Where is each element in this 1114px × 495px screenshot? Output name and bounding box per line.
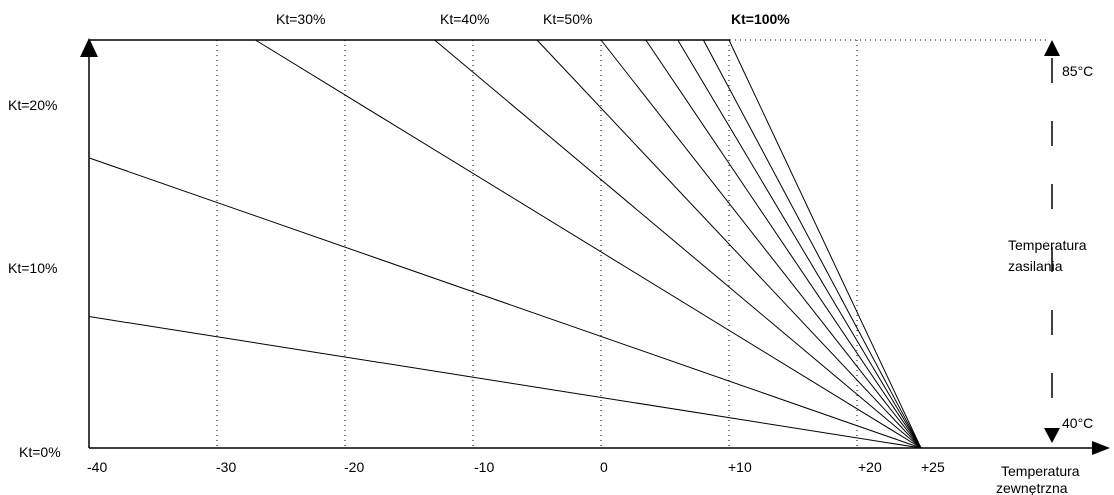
series-line-9 xyxy=(702,39,922,449)
x-axis-arrow-icon xyxy=(1092,441,1110,455)
series-line-1 xyxy=(88,316,922,449)
series-line-6 xyxy=(600,39,922,449)
x-tick-label: -10 xyxy=(474,459,494,475)
x-tick-label: -30 xyxy=(216,459,236,475)
down-arrow-icon xyxy=(1044,428,1060,443)
y-axis-title-line-1: Temperatura xyxy=(1008,237,1087,253)
series-line-4 xyxy=(434,39,922,449)
y-axis-title-line-2: zasilania xyxy=(1008,258,1063,274)
y-axis-arrow-icon xyxy=(80,38,98,57)
x-axis-title-line-1: Temperatura xyxy=(1001,463,1080,479)
kt-left-label-0: Kt=0% xyxy=(19,444,61,460)
x-axis-title-line-2: zewnętrzna xyxy=(996,480,1068,495)
series-line-2 xyxy=(88,157,922,449)
x-tick-label: -40 xyxy=(87,459,107,475)
kt-top-label-100: Kt=100% xyxy=(731,11,790,27)
series-line-7 xyxy=(645,39,922,449)
x-tick-label: 0 xyxy=(600,459,608,475)
x-tick-label: -20 xyxy=(344,459,364,475)
kt-top-label-30: Kt=30% xyxy=(276,11,325,27)
series-line-5 xyxy=(536,39,922,449)
x-tick-label: +25 xyxy=(921,459,945,475)
curves xyxy=(88,39,922,449)
x-tick-label: +20 xyxy=(858,459,882,475)
series-line-8 xyxy=(677,39,922,449)
y-tick-label-85: 85°C xyxy=(1062,63,1093,79)
series-line-10 xyxy=(728,39,922,449)
kt-top-label-50: Kt=50% xyxy=(543,11,592,27)
y-tick-label-40: 40°C xyxy=(1062,415,1093,431)
kt-top-label-40: Kt=40% xyxy=(440,11,489,27)
up-arrow-icon xyxy=(1044,40,1060,56)
kt-left-label-10: Kt=10% xyxy=(8,260,57,276)
kt-left-label-20: Kt=20% xyxy=(8,97,57,113)
x-tick-label: +10 xyxy=(728,459,752,475)
series-line-3 xyxy=(255,39,922,449)
